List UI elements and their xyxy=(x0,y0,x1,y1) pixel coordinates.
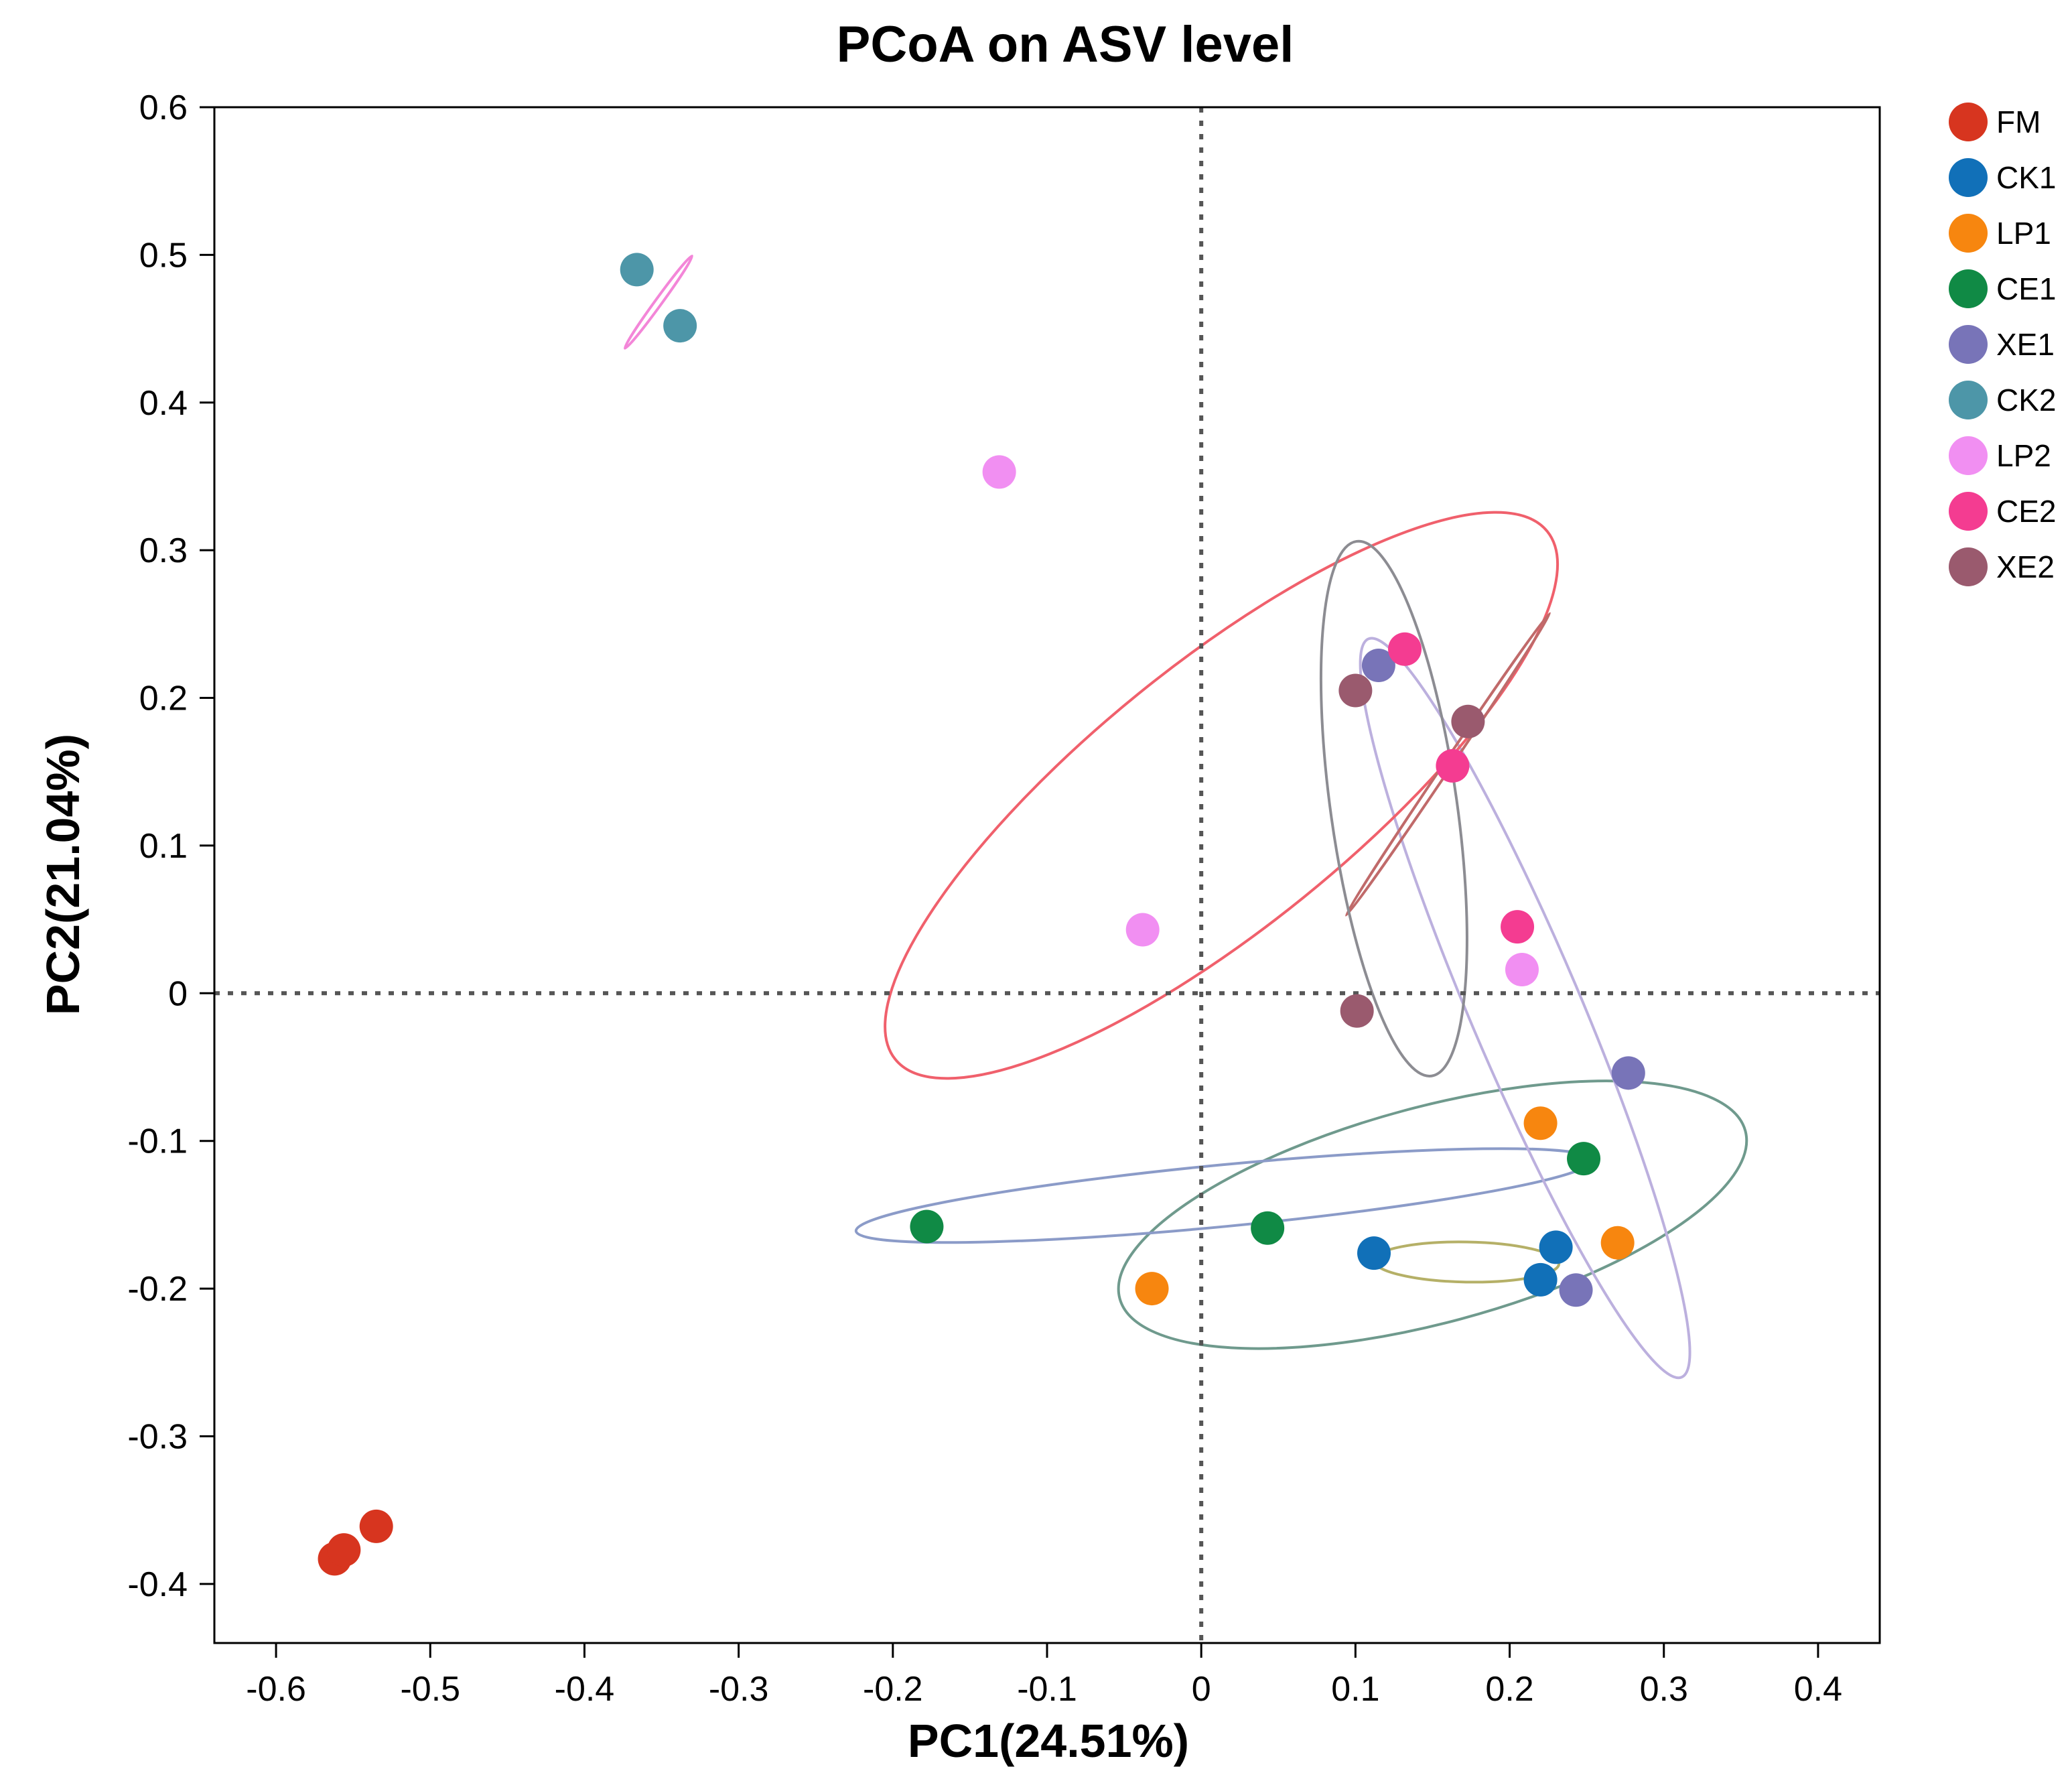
point-ce1 xyxy=(910,1209,944,1244)
legend-marker-fm xyxy=(1949,103,1988,141)
point-ce2 xyxy=(1436,748,1470,783)
point-ce1 xyxy=(1567,1142,1601,1176)
x-tick-label: -0.2 xyxy=(863,1670,923,1709)
point-ce2 xyxy=(1501,910,1535,944)
legend-label-fm: FM xyxy=(1996,105,2041,139)
y-tick-label: 0 xyxy=(168,974,188,1013)
legend-marker-ck2 xyxy=(1949,381,1988,419)
point-xe1 xyxy=(1611,1056,1645,1090)
confidence-ellipse-lp1 xyxy=(1117,1079,1748,1350)
reference-lines xyxy=(214,107,1880,1643)
x-tick-label: 0.4 xyxy=(1794,1670,1842,1709)
point-xe2 xyxy=(1340,994,1374,1028)
legend-marker-lp2 xyxy=(1949,436,1988,475)
point-lp2 xyxy=(1125,913,1160,947)
x-tick-label: 0.2 xyxy=(1485,1670,1533,1709)
x-axis-label: PC1(24.51%) xyxy=(908,1715,1189,1767)
legend-marker-xe1 xyxy=(1949,325,1988,364)
x-tick-label: -0.5 xyxy=(400,1670,460,1709)
y-tick-label: 0.1 xyxy=(139,827,188,866)
point-xe2 xyxy=(1338,673,1373,708)
x-axis-ticks: -0.6 -0.5 -0.4 -0.3 -0.2 -0.1 0 0.1 0.2 0.3 0.4 xyxy=(246,1643,1842,1709)
y-tick-label: 0.4 xyxy=(139,384,188,423)
point-layer xyxy=(318,253,1645,1576)
legend-marker-ce1 xyxy=(1949,269,1988,308)
legend-marker-lp1 xyxy=(1949,214,1988,253)
point-lp2 xyxy=(1505,953,1539,987)
chart-title: PCoA on ASV level xyxy=(837,16,1294,73)
point-fm xyxy=(327,1533,361,1567)
point-lp1 xyxy=(1600,1226,1635,1260)
confidence-ellipse-ck2 xyxy=(623,254,694,350)
y-tick-label: -0.3 xyxy=(127,1417,188,1456)
point-ce2 xyxy=(1388,632,1422,666)
x-tick-label: -0.1 xyxy=(1017,1670,1077,1709)
x-tick-label: -0.4 xyxy=(555,1670,615,1709)
y-tick-label: 0.5 xyxy=(139,236,188,275)
point-ck1 xyxy=(1357,1236,1391,1270)
point-ck1 xyxy=(1539,1230,1573,1264)
point-ck2 xyxy=(663,309,697,343)
legend-label-ce2: CE2 xyxy=(1996,494,2056,529)
x-tick-label: -0.6 xyxy=(246,1670,306,1709)
x-tick-label: -0.3 xyxy=(709,1670,769,1709)
confidence-ellipse-xe2 xyxy=(1319,539,1468,1077)
y-tick-label: -0.2 xyxy=(127,1270,188,1309)
point-xe1 xyxy=(1361,649,1395,683)
confidence-ellipse-lp2 xyxy=(884,511,1560,1080)
y-axis-label: PC2(21.04%) xyxy=(37,734,89,1015)
legend-label-lp2: LP2 xyxy=(1996,438,2051,473)
x-tick-label: 0.3 xyxy=(1640,1670,1688,1709)
ellipse-layer xyxy=(623,254,1748,1380)
legend-marker-ce2 xyxy=(1949,492,1988,531)
legend-label-lp1: LP1 xyxy=(1996,216,2051,251)
y-tick-label: -0.1 xyxy=(127,1122,188,1161)
point-fm xyxy=(359,1509,393,1543)
point-lp1 xyxy=(1523,1106,1558,1140)
x-tick-label: 0 xyxy=(1192,1670,1211,1709)
y-tick-label: 0.2 xyxy=(139,679,188,718)
legend: FM CK1 LP1 CE1 XE1 CK2 LP2 CE2 XE2 xyxy=(1949,103,2056,586)
legend-label-xe1: XE1 xyxy=(1996,327,2055,362)
legend-label-ce1: CE1 xyxy=(1996,271,2056,306)
legend-label-xe2: XE2 xyxy=(1996,549,2055,584)
point-xe1 xyxy=(1559,1273,1593,1307)
legend-marker-ck1 xyxy=(1949,158,1988,197)
legend-label-ck2: CK2 xyxy=(1996,383,2056,417)
x-tick-label: 0.1 xyxy=(1331,1670,1379,1709)
y-tick-label: 0.6 xyxy=(139,88,188,127)
point-lp1 xyxy=(1135,1272,1169,1306)
legend-marker-xe2 xyxy=(1949,547,1988,586)
confidence-ellipse-xe1 xyxy=(1359,637,1691,1380)
point-xe2 xyxy=(1451,704,1485,738)
y-tick-label: 0.3 xyxy=(139,531,188,570)
plot-area-frame xyxy=(213,106,1881,1644)
y-tick-label: -0.4 xyxy=(127,1565,188,1604)
point-ck1 xyxy=(1523,1262,1558,1297)
point-ce1 xyxy=(1251,1211,1285,1245)
legend-label-ck1: CK1 xyxy=(1996,160,2056,195)
point-ck2 xyxy=(620,253,654,287)
y-axis-ticks: 0.6 0.5 0.4 0.3 0.2 0.1 0 -0.1 -0.2 -0.3 -0.4 xyxy=(127,88,214,1604)
point-lp2 xyxy=(982,455,1016,489)
